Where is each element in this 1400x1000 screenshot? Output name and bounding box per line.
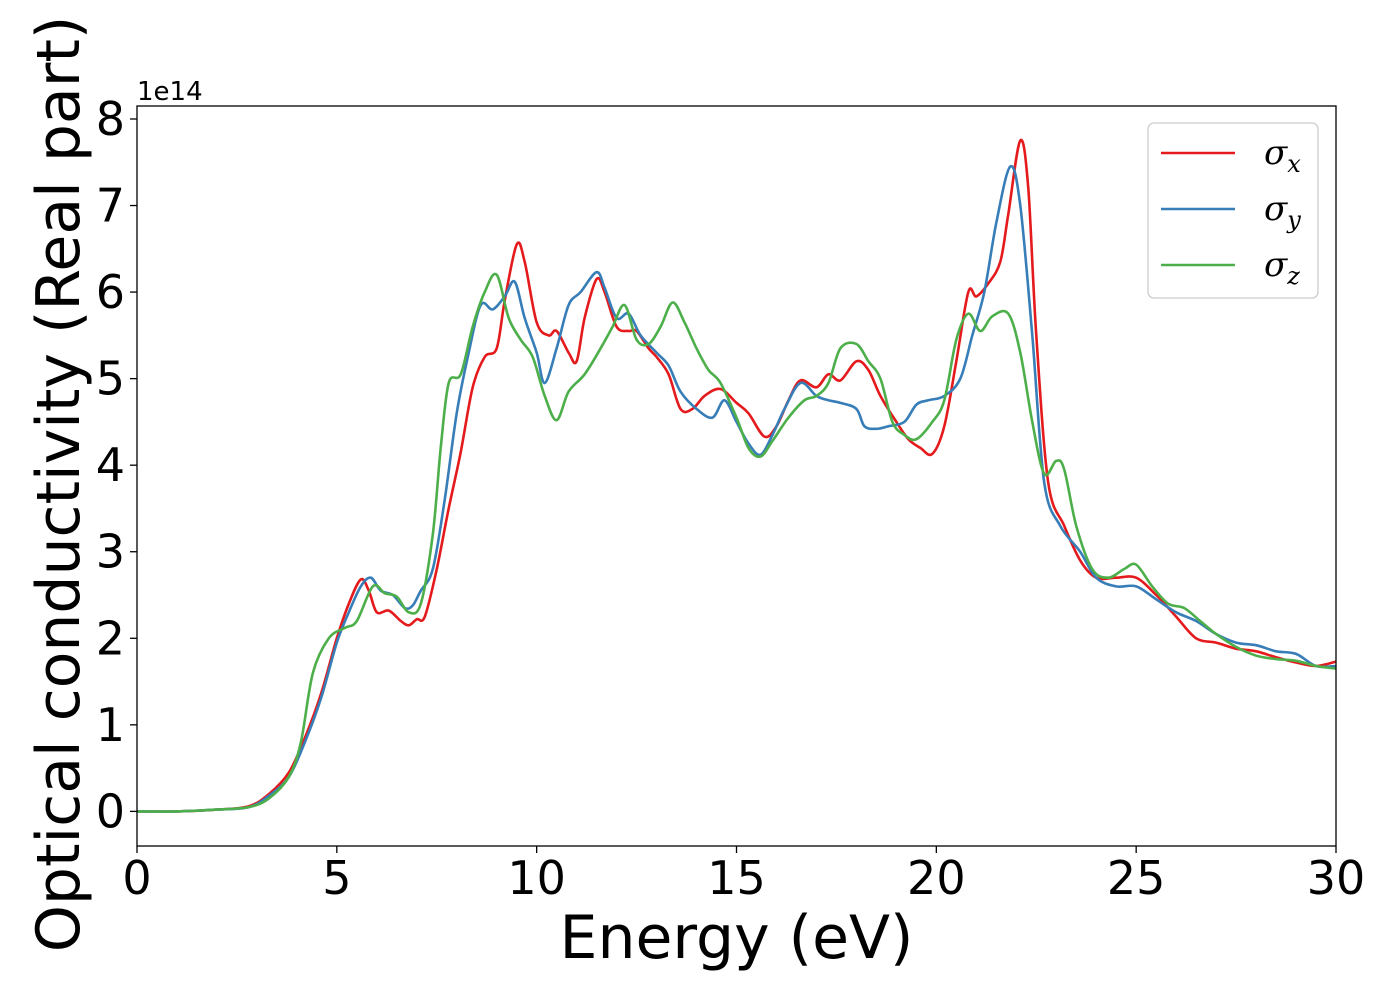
x-tick-label: 5 [322,851,351,905]
y-tick-label: 1 [96,698,125,752]
legend-label-y: σy [1264,189,1301,234]
y-tick-label: 8 [96,92,125,146]
y-tick-label: 3 [96,525,125,579]
y-tick-label: 5 [96,352,125,406]
x-axis-title: Energy (eV) [560,903,914,973]
x-tick-label: 25 [1107,851,1166,905]
y-axis-title: Optical conductivity (Real part) [24,16,94,953]
legend-label-z: σz [1264,245,1300,290]
y-tick-label: 7 [96,179,125,233]
legend-box [1147,122,1319,299]
series-layer [136,138,1337,813]
x-tick-label: 20 [907,851,966,905]
series-line-z [136,272,1337,813]
y-offset-label: 1e14 [137,77,203,107]
y-tick-label: 0 [96,784,125,838]
y-tick-label: 2 [96,611,125,665]
x-tick-label: 15 [707,851,766,905]
x-tick-label: 0 [122,851,151,905]
x-tick-label: 30 [1307,851,1366,905]
y-axis-ticks: 0 1 2 3 4 5 6 7 8 [96,92,137,838]
y-tick-label: 4 [96,438,125,492]
legend: σx σy σz [1147,122,1319,299]
x-tick-label: 10 [507,851,566,905]
legend-label-x: σx [1264,133,1301,178]
y-tick-label: 6 [96,265,125,319]
series-line-x [136,138,1337,813]
x-axis-ticks: 0 5 10 15 20 25 30 [122,846,1365,905]
